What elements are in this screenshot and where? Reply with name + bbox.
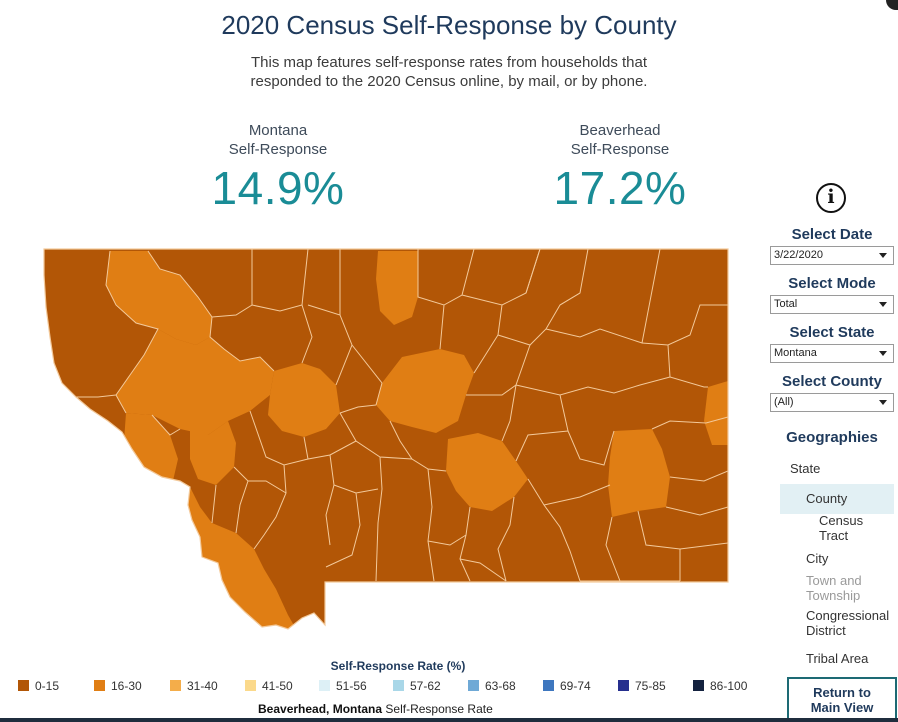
legend-item-86-100: 86-100 xyxy=(693,679,747,693)
county-wibaux-region[interactable] xyxy=(704,381,728,445)
select-state-value: Montana xyxy=(774,347,817,359)
page-title: 2020 Census Self-Response by County xyxy=(221,10,677,40)
legend-swatch xyxy=(543,680,554,691)
select-state-label: Select State xyxy=(789,324,875,341)
kpi-county-value: 17.2% xyxy=(553,162,687,214)
legend-swatch xyxy=(170,680,181,691)
geo-option-town-township: Town and Township xyxy=(806,573,862,603)
geo-option-state[interactable]: State xyxy=(790,461,821,476)
legend-swatch xyxy=(393,680,404,691)
legend-title: Self-Response Rate (%) xyxy=(330,659,466,673)
select-date-dropdown[interactable]: 3/22/2020 xyxy=(770,246,894,265)
geo-option-tribal-area[interactable]: Tribal Area xyxy=(806,651,869,666)
select-county-value: (All) xyxy=(774,396,794,408)
legend-label: 16-30 xyxy=(111,679,142,693)
kpi-county-label: Self-Response xyxy=(570,141,670,158)
state-outline xyxy=(43,248,729,630)
legend-item-51-56: 51-56 xyxy=(319,679,367,693)
county-mineral-missoula-region[interactable] xyxy=(116,329,274,435)
kpi-state-label: Self-Response xyxy=(228,141,328,158)
kpi-state-name: Montana xyxy=(248,122,308,139)
select-mode-value: Total xyxy=(774,298,798,310)
county-self-response-kpi: Beaverhead Self-Response 17.2% xyxy=(520,121,720,215)
geo-congressional-line1: Congressional xyxy=(806,608,890,623)
geo-census-tract-line1: Census xyxy=(819,513,864,528)
geo-option-congressional-district[interactable]: Congressional District xyxy=(806,608,889,638)
county-beaverhead-region[interactable] xyxy=(188,487,296,629)
legend-item-16-30: 16-30 xyxy=(94,679,142,693)
legend-swatch xyxy=(319,680,330,691)
select-date-value: 3/22/2020 xyxy=(774,249,823,261)
montana-county-map[interactable] xyxy=(40,245,730,635)
legend-label: 86-100 xyxy=(710,679,748,693)
legend-label: 75-85 xyxy=(635,679,666,693)
bottom-bar xyxy=(0,718,898,722)
chevron-down-icon xyxy=(879,253,887,258)
legend-swatch xyxy=(94,680,105,691)
county-lincoln-sanders-region[interactable] xyxy=(106,251,212,345)
geo-census-tract-line2: Tract xyxy=(819,528,849,543)
county-granite-region[interactable] xyxy=(190,421,236,485)
subtitle-line-1: This map features self-response rates fr… xyxy=(250,54,648,71)
return-button-line1: Return to xyxy=(813,685,871,700)
kpi-county-name: Beaverhead xyxy=(579,122,661,139)
footnote-text: Self-Response Rate xyxy=(385,702,493,716)
select-mode-label: Select Mode xyxy=(788,275,876,292)
legend-item-63-68: 63-68 xyxy=(468,679,516,693)
chevron-down-icon xyxy=(879,351,887,356)
legend-item-0-15: 0-15 xyxy=(18,679,59,693)
geo-town-line1: Town and xyxy=(806,573,862,588)
legend-label: 69-74 xyxy=(560,679,591,693)
corner-mark xyxy=(886,0,898,10)
page-subtitle: This map features self-response rates fr… xyxy=(0,53,898,91)
legend-label: 51-56 xyxy=(336,679,367,693)
county-big-horn-region[interactable] xyxy=(608,429,670,517)
legend-label: 41-50 xyxy=(262,679,293,693)
geo-congressional-line2: District xyxy=(806,623,846,638)
legend-swatch xyxy=(618,680,629,691)
county-borders xyxy=(76,249,728,582)
legend-label: 63-68 xyxy=(485,679,516,693)
geo-option-county[interactable]: County xyxy=(806,491,848,506)
legend-item-69-74: 69-74 xyxy=(543,679,591,693)
county-golden-valley-region[interactable] xyxy=(446,433,528,511)
kpi-state-value: 14.9% xyxy=(211,162,345,214)
geo-town-line2: Township xyxy=(806,588,861,603)
geo-option-city[interactable]: City xyxy=(806,551,829,566)
legend-item-31-40: 31-40 xyxy=(170,679,218,693)
chevron-down-icon xyxy=(879,302,887,307)
chevron-down-icon xyxy=(879,400,887,405)
footnote-place: Beaverhead, Montana xyxy=(258,702,383,716)
legend-swatch xyxy=(468,680,479,691)
geographies-title: Geographies xyxy=(786,429,878,446)
legend-item-57-62: 57-62 xyxy=(393,679,441,693)
county-liberty-region[interactable] xyxy=(376,251,418,325)
select-date-label: Select Date xyxy=(791,226,873,243)
legend-swatch xyxy=(245,680,256,691)
legend-label: 31-40 xyxy=(187,679,218,693)
legend-label: 0-15 xyxy=(35,679,60,693)
return-button-line2: Main View xyxy=(810,700,874,715)
select-county-label: Select County xyxy=(781,373,883,390)
legend-label: 57-62 xyxy=(410,679,441,693)
legend-swatch xyxy=(18,680,29,691)
info-icon[interactable]: i xyxy=(816,183,846,213)
geo-option-county-highlight xyxy=(780,484,894,514)
return-to-main-view-button[interactable]: Return to Main View xyxy=(787,677,897,722)
subtitle-line-2: responded to the 2020 Census online, by … xyxy=(250,73,648,90)
county-powell-lewis-region[interactable] xyxy=(268,363,340,437)
legend-item-75-85: 75-85 xyxy=(618,679,666,693)
select-county-dropdown[interactable]: (All) xyxy=(770,393,894,412)
select-mode-dropdown[interactable]: Total xyxy=(770,295,894,314)
legend-swatch xyxy=(693,680,704,691)
legend-item-41-50: 41-50 xyxy=(245,679,293,693)
tooltip-footnote: Beaverhead, Montana Self-Response Rate xyxy=(258,702,493,716)
county-judith-basin-region[interactable] xyxy=(376,349,474,433)
state-self-response-kpi: Montana Self-Response 14.9% xyxy=(178,121,378,215)
geo-option-census-tract[interactable]: Census Tract xyxy=(819,513,863,543)
select-state-dropdown[interactable]: Montana xyxy=(770,344,894,363)
